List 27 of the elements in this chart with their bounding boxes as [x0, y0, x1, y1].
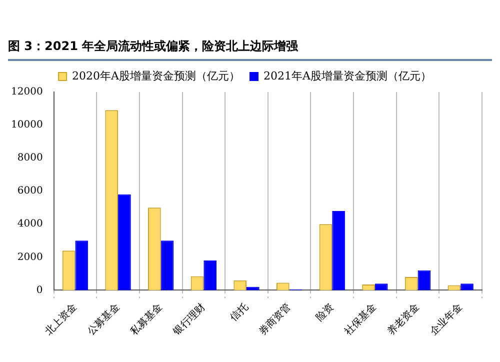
y-tick-label: 8000: [17, 152, 43, 164]
y-tick-label: 0: [36, 284, 43, 296]
x-tick-label: 北上资金: [42, 300, 80, 338]
x-tick-label: 私募基金: [128, 300, 165, 338]
y-tick-label: 4000: [17, 218, 43, 230]
x-tick-label: 养老资金: [384, 300, 422, 338]
x-tick-label: 银行理财: [170, 300, 208, 338]
chart-title: 图 3：2021 年全局流动性或偏紧，险资北上边际增强: [8, 8, 492, 61]
y-tick-label: 6000: [17, 186, 43, 197]
legend-label: 2020年A股增量资金预测（亿元）: [72, 69, 240, 82]
x-tick-label: 社保基金: [342, 300, 379, 338]
bar: [374, 284, 388, 290]
legend-label: 2021年A股增量资金预测（亿元）: [264, 69, 432, 82]
y-tick-label: 10000: [11, 120, 43, 131]
bar: [75, 240, 88, 290]
bar: [460, 284, 474, 290]
bar: [204, 260, 217, 290]
y-tick-label: 12000: [11, 86, 43, 98]
bar: [118, 194, 131, 290]
x-tick-label: 险资: [313, 300, 336, 324]
x-tick-label: 公募基金: [85, 300, 122, 338]
y-tick-label: 2000: [17, 252, 43, 263]
bar: [160, 240, 174, 290]
x-tick-label: 券商资管: [256, 300, 294, 338]
x-tick-label: 企业年金: [428, 300, 465, 338]
x-tick-label: 信托: [228, 300, 250, 324]
bar: [332, 210, 345, 290]
